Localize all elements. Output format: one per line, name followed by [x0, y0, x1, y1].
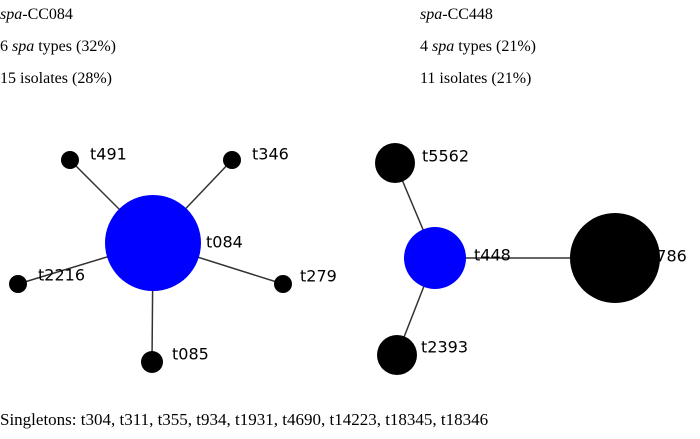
node-label: t491 — [90, 145, 127, 164]
text-part: spa — [420, 6, 442, 23]
node — [375, 143, 415, 183]
text-part: spa — [432, 38, 454, 55]
node-label: t2393 — [421, 338, 468, 357]
node-label: t786 — [650, 247, 687, 266]
node-label: t2216 — [38, 266, 85, 285]
node — [61, 151, 79, 169]
text-part: types (32%) — [34, 38, 116, 55]
header-line: 4 spa types (21%) — [420, 38, 536, 55]
node-label: t085 — [172, 345, 209, 364]
node-label: t448 — [474, 246, 511, 265]
text-part: -CC448 — [442, 6, 493, 23]
node — [377, 335, 417, 375]
text-part: spa — [12, 38, 34, 55]
header-line: 11 isolates (21%) — [420, 70, 531, 87]
node-label: t346 — [252, 145, 289, 164]
header-line: 15 isolates (28%) — [0, 70, 112, 87]
text-part: 6 — [0, 38, 12, 55]
text-part: types (21%) — [454, 38, 536, 55]
header-line: 6 spa types (32%) — [0, 38, 116, 55]
text-part: 11 isolates (21%) — [420, 70, 531, 87]
node — [223, 151, 241, 169]
network: t448 t5562 t786 t2393 — [375, 143, 687, 375]
node-label: t5562 — [422, 147, 469, 166]
cluster-header: spa-CC448 4 spa types (21%) 11 isolates … — [420, 6, 536, 87]
header-line: spa-CC448 — [420, 6, 493, 23]
node — [404, 227, 466, 289]
node — [570, 213, 660, 303]
node-label: t279 — [300, 267, 337, 286]
text-part: 15 isolates (28%) — [0, 70, 112, 87]
node — [141, 351, 163, 373]
node — [105, 195, 201, 291]
text-part: spa — [0, 6, 22, 23]
singletons: Singletons: t304, t311, t355, t934, t193… — [0, 410, 488, 429]
network: t084 t491 t346 t2216 t279 t085 — [9, 145, 337, 373]
text-part: -CC084 — [22, 6, 73, 23]
node — [274, 275, 292, 293]
cluster-header: spa-CC084 6 spa types (32%) 15 isolates … — [0, 6, 116, 87]
node — [9, 275, 27, 293]
node-label: t084 — [206, 233, 243, 252]
header-line: spa-CC084 — [0, 6, 73, 23]
text-part: 4 — [420, 38, 432, 55]
